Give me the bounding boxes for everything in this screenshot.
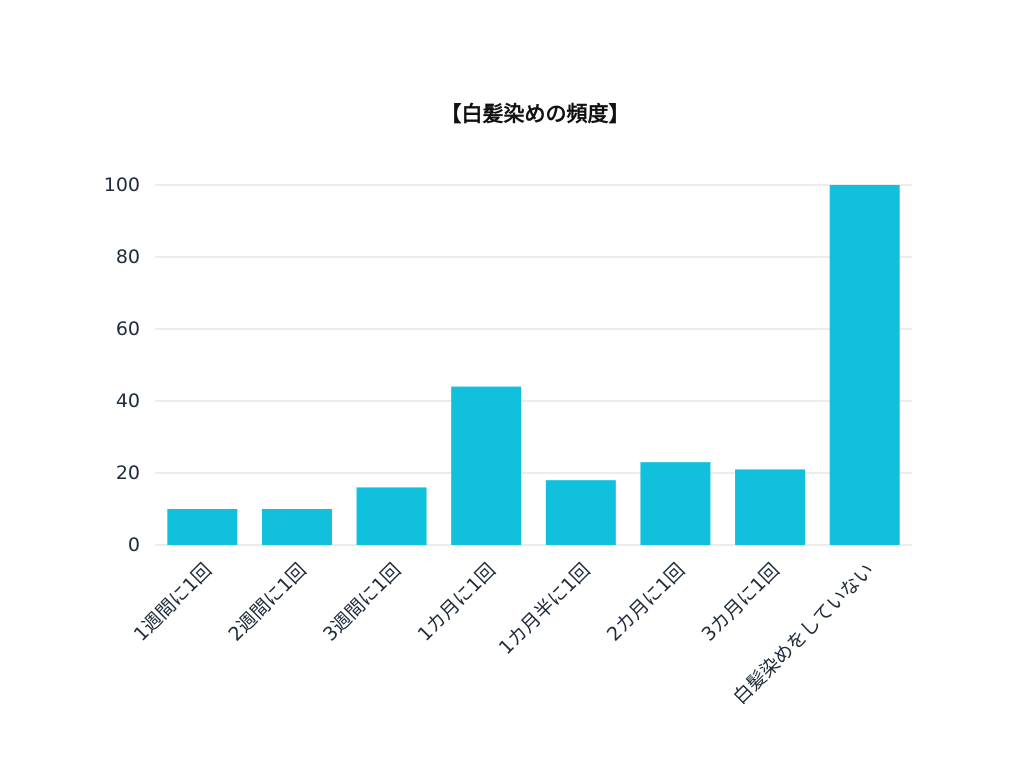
x-tick-label: 3週間に1回	[319, 559, 405, 645]
y-tick-label: 0	[128, 534, 140, 556]
bar	[545, 480, 616, 545]
y-tick-label: 60	[116, 318, 140, 340]
y-tick-label: 40	[116, 390, 140, 412]
bar	[261, 509, 332, 545]
x-tick-label: 1カ月半に1回	[495, 559, 595, 659]
y-axis-ticks: 0 20 40 60 80 100	[104, 174, 140, 556]
bar	[640, 462, 711, 545]
bars	[167, 185, 900, 545]
bar	[167, 509, 238, 545]
y-tick-label: 80	[116, 246, 140, 268]
y-tick-label: 20	[116, 462, 140, 484]
bar	[451, 386, 522, 545]
bar	[829, 185, 900, 545]
x-tick-label: 3カ月に1回	[697, 559, 783, 645]
x-tick-label: 1カ月に1回	[414, 559, 500, 645]
x-tick-label: 2週間に1回	[224, 559, 310, 645]
chart-title: 【白髪染めの頻度】	[440, 102, 630, 126]
x-tick-label: 2カ月に1回	[603, 559, 689, 645]
bar	[735, 469, 806, 545]
x-tick-label: 1週間に1回	[130, 559, 216, 645]
y-tick-label: 100	[104, 174, 140, 196]
bar	[356, 487, 427, 545]
